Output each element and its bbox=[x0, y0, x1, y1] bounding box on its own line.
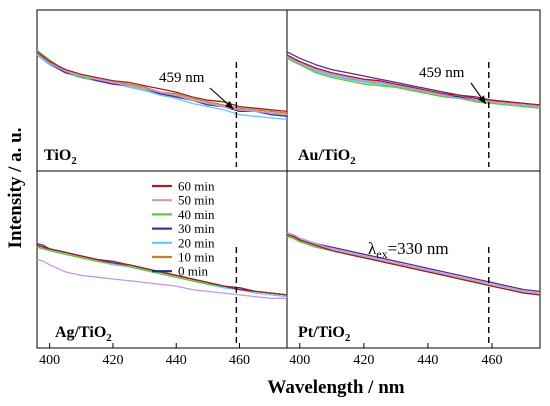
legend-item: 0 min bbox=[178, 264, 208, 279]
legend-item: 20 min bbox=[178, 235, 215, 250]
x-tick-label: 440 bbox=[166, 353, 187, 368]
panel-label-bottom-left: Ag/TiO2 bbox=[55, 324, 112, 344]
series-line-30-min bbox=[36, 242, 288, 296]
x-tick-label: 460 bbox=[229, 353, 250, 368]
series-line-60-min bbox=[286, 54, 541, 106]
annotation-459nm: 459 nm bbox=[419, 65, 465, 81]
panel-label-top-right: Au/TiO2 bbox=[298, 147, 356, 167]
panel-label-top-left: TiO2 bbox=[44, 147, 77, 167]
x-tick-label: 460 bbox=[481, 353, 502, 368]
series-line-30-min bbox=[286, 51, 541, 106]
series-line-50-min bbox=[286, 232, 541, 294]
legend-item: 10 min bbox=[178, 250, 215, 265]
annotation-arrow-head bbox=[478, 95, 486, 104]
series-line-30-min bbox=[36, 52, 288, 117]
series-line-40-min bbox=[286, 57, 541, 109]
y-axis-label: Intensity / a. u. bbox=[5, 128, 26, 249]
x-tick-label: 420 bbox=[353, 353, 374, 368]
panels: 459 nm TiO2 459 nm Au/TiO2 Ag/TiO2 400 420 440 4… bbox=[36, 9, 541, 368]
x-tick-label: 440 bbox=[417, 353, 438, 368]
series-line-60-min bbox=[36, 51, 288, 113]
x-tick-label: 400 bbox=[289, 353, 310, 368]
x-tick-label: 420 bbox=[102, 353, 123, 368]
legend-item: 30 min bbox=[178, 221, 215, 236]
legend-item: 50 min bbox=[178, 193, 215, 208]
panel-label-bottom-right: Pt/TiO2 bbox=[298, 324, 351, 344]
panel-bottom-left: Ag/TiO2 400 420 440 460 bbox=[36, 242, 288, 368]
series-line-0-min bbox=[286, 54, 541, 108]
legend-item: 40 min bbox=[178, 207, 215, 222]
x-axis-label: Wavelength / nm bbox=[267, 377, 404, 398]
series-line-50-min bbox=[286, 56, 541, 108]
series-line-10-min bbox=[286, 56, 541, 108]
panel-bottom-right: λex=330 nm Pt/TiO2 400 420 440 460 bbox=[286, 232, 541, 368]
panel-top-right: 459 nm Au/TiO2 bbox=[286, 51, 541, 167]
panel-top-left: 459 nm TiO2 bbox=[36, 49, 288, 167]
annotation-459nm: 459 nm bbox=[159, 70, 205, 86]
series-line-60-min bbox=[286, 234, 541, 296]
annotation-arrow-head bbox=[225, 101, 234, 109]
series-line-50-min bbox=[36, 52, 288, 116]
legend-item: 60 min bbox=[178, 179, 215, 194]
series-line-50-min bbox=[36, 258, 287, 300]
excitation-label: λex=330 nm bbox=[368, 239, 449, 261]
plot-frame bbox=[36, 9, 541, 349]
x-tick-label: 400 bbox=[39, 353, 60, 368]
